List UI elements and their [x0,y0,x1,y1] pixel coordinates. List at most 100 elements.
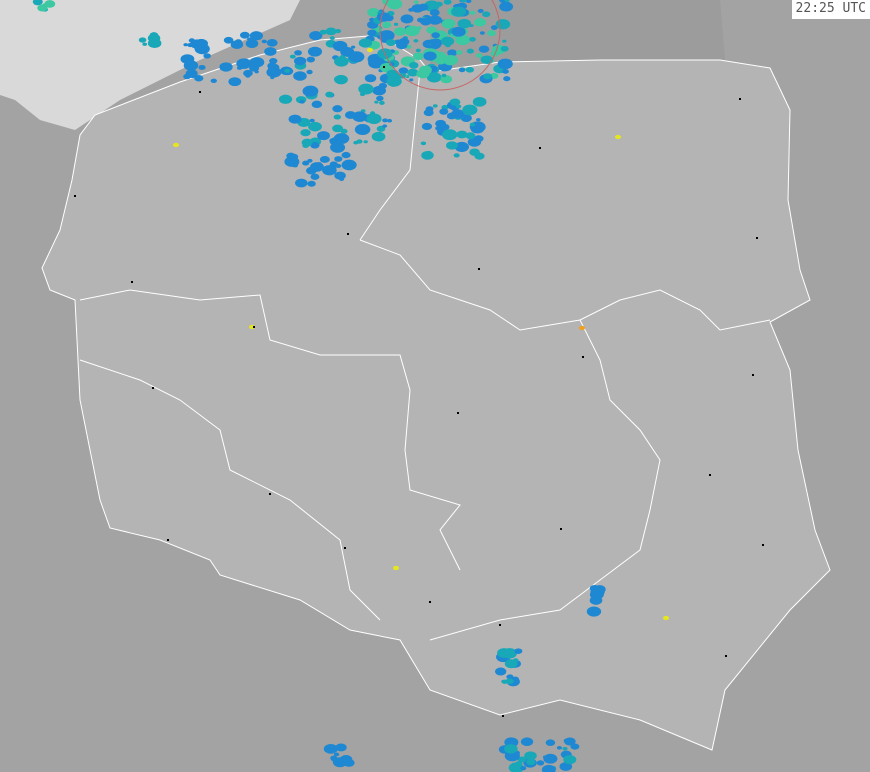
radar-echo [458,67,466,73]
city-marker [269,493,271,495]
radar-echo [185,69,198,78]
radar-echo [443,54,459,66]
radar-echo-intense [249,324,255,330]
radar-echo [348,51,365,63]
radar-echo [520,737,534,747]
radar-echo [367,29,377,37]
city-marker [167,539,169,541]
radar-echo [469,37,476,42]
radar-echo [329,36,335,40]
city-marker [499,624,501,626]
radar-echo [332,105,343,113]
radar-echo [300,129,311,137]
radar-echo [344,111,357,119]
radar-echo [413,39,419,43]
radar-echo [247,37,252,41]
radar-echo [374,100,379,104]
radar-echoes [32,0,669,772]
city-marker [74,195,76,197]
radar-echo-intense [367,47,373,53]
radar-echo [339,177,345,181]
city-marker [725,655,727,657]
radar-echo [404,25,420,37]
radar-echo [515,761,523,766]
radar-echo [457,18,472,29]
radar-echo [451,6,467,17]
radar-echo [482,11,491,18]
radar-echo [415,48,421,53]
radar-echo [589,584,600,592]
radar-echo [358,83,374,95]
radar-echo [465,0,472,4]
radar-echo [317,131,330,141]
radar-echo [408,62,419,69]
radar-echo [332,40,348,52]
radar-echo [382,21,392,29]
radar-echo [497,648,512,658]
city-marker [502,715,504,717]
radar-echo [266,39,278,47]
radar-echo-intense [663,615,669,621]
radar-echo [264,47,277,56]
radar-echo [44,0,56,8]
radar-echo [460,0,467,3]
radar-echo [308,121,322,132]
radar-echo [473,135,484,142]
radar-echo [462,104,478,116]
radar-echo [319,29,327,35]
radar-echo [446,141,458,150]
radar-echo [465,66,474,73]
radar-echo [245,39,259,49]
radar-echo [469,148,480,156]
radar-echo [545,739,556,747]
radar-echo [432,104,438,108]
radar-echo [306,69,313,75]
radar-echo [502,69,509,74]
radar-echo [198,64,206,70]
radar-echo [270,76,275,80]
radar-echo [400,14,414,24]
radar-echo [497,58,513,70]
radar-echo [333,752,340,757]
radar-echo [307,180,316,187]
radar-echo [386,118,393,123]
radar-echo [441,18,456,29]
radar-echo [376,32,381,36]
radar-echo [379,100,385,105]
radar-echo [352,111,368,122]
region-borders [79,69,771,641]
city-marker [152,387,154,389]
radar-echo [183,43,188,47]
city-marker [383,66,385,68]
city-marker [560,528,562,530]
radar-echo [429,38,443,48]
radar-echo [358,38,373,48]
radar-echo [490,25,498,30]
radar-echo [505,678,514,685]
radar-echo [335,163,342,169]
radar-echo-intense [173,142,179,148]
radar-echo [450,98,461,106]
radar-echo [441,129,458,141]
radar-echo [476,118,481,122]
radar-echo [302,160,310,166]
radar-echo [495,19,511,30]
radar-echo [385,39,396,47]
radar-echo [487,30,496,37]
sea [0,0,300,130]
radar-echo [269,57,278,64]
radar-echo [393,22,399,26]
radar-echo [138,37,147,43]
radar-echo [309,30,323,41]
radar-echo [423,51,437,61]
radar-echo [315,163,324,170]
radar-echo [421,150,434,160]
radar-echo [334,56,349,67]
radar-echo [470,124,485,134]
radar-echo [311,100,323,109]
city-marker [709,474,711,476]
radar-echo [228,77,242,87]
radar-echo [334,156,343,162]
radar-echo [319,155,330,163]
